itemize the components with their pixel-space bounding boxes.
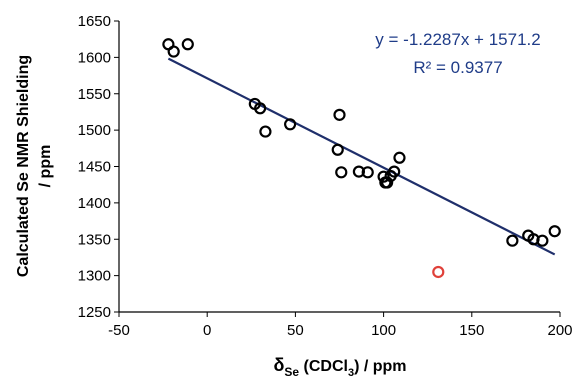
x-tick-labels: -50 0 50 100 150 200 (108, 322, 572, 339)
y-tick-label: 1500 (78, 122, 111, 139)
y-axis-title-line2: / ppm (37, 145, 54, 188)
y-axis-title-line1: Calculated Se NMR Shielding (15, 55, 32, 277)
x-tick-label: 200 (547, 322, 572, 339)
r-squared-annotation: R² = 0.9377 (413, 58, 502, 77)
y-tick-label: 1350 (78, 231, 111, 248)
data-point (254, 102, 267, 115)
trendline-group (167, 57, 556, 256)
y-tick-label: 1300 (78, 268, 111, 285)
x-axis-title-mid: (CDCl (299, 358, 348, 375)
x-tick-label: 150 (459, 322, 484, 339)
data-point (284, 118, 297, 131)
x-tick-label: -50 (108, 322, 130, 339)
outlier-point (432, 265, 445, 279)
data-point (167, 45, 180, 58)
y-axis-title: Calculated Se NMR Shielding / ppm (15, 55, 54, 277)
data-point (381, 176, 394, 189)
x-axis-title-sub2: 3 (348, 367, 354, 378)
data-points (162, 38, 561, 279)
data-point (181, 38, 194, 51)
data-point (335, 166, 348, 179)
data-point (259, 125, 272, 138)
y-tick-label: 1550 (78, 86, 111, 103)
x-axis-title-sub: Se (284, 365, 299, 378)
y-tick-labels: 1250 1300 1350 1400 1450 1500 1550 1600 1650 (78, 13, 111, 321)
x-axis-title-end: ) / ppm (354, 358, 406, 375)
data-point (333, 108, 346, 121)
data-point (548, 225, 561, 238)
y-tick-label: 1250 (78, 304, 111, 321)
tick-marks (114, 20, 561, 317)
y-tick-label: 1600 (78, 49, 111, 66)
data-point (361, 166, 374, 179)
x-tick-label: 100 (371, 322, 396, 339)
data-point (506, 234, 519, 247)
x-axis-title: δSe (CDCl3) / ppm (273, 355, 406, 378)
data-point (388, 165, 401, 178)
y-tick-label: 1450 (78, 159, 111, 176)
data-point (536, 234, 549, 247)
y-tick-label: 1400 (78, 195, 111, 212)
y-tick-label: 1650 (78, 13, 111, 30)
data-point (331, 143, 344, 156)
x-tick-label: 50 (287, 322, 304, 339)
equation-annotation: y = -1.2287x + 1571.2 (375, 30, 540, 49)
data-point (352, 165, 366, 178)
trendline (167, 57, 556, 256)
x-tick-label: 0 (203, 322, 211, 339)
data-point (393, 151, 406, 164)
x-axis-title-delta: δ (273, 355, 284, 375)
